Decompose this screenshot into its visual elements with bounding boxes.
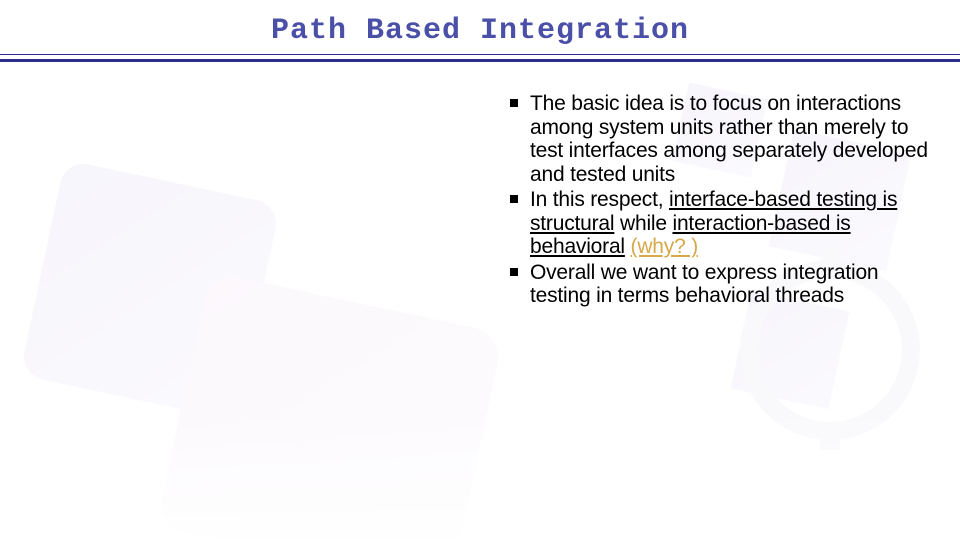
bullet-item: Overall we want to express integration t… [510, 261, 930, 308]
content-area: The basic idea is to focus on interactio… [510, 92, 930, 310]
bullet-item: The basic idea is to focus on interactio… [510, 92, 930, 186]
why-annotation: (why? ) [631, 235, 698, 258]
title-underline [0, 54, 960, 62]
bullet-item: In this respect, interface-based testing… [510, 188, 930, 259]
bullet-text: while [614, 212, 672, 235]
slide-title: Path Based Integration [0, 14, 960, 48]
bullet-text: In this respect, [530, 188, 669, 211]
bullet-list: The basic idea is to focus on interactio… [510, 92, 930, 308]
